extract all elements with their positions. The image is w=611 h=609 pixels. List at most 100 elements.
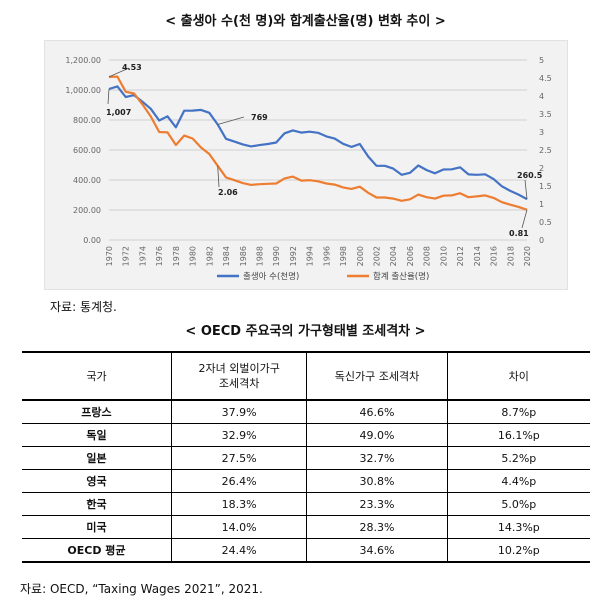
header-difference: 차이: [446, 351, 590, 401]
cell-difference: 10.2%p: [446, 538, 590, 563]
data-label: 769: [251, 113, 268, 122]
y-right-tick-label: 5: [539, 56, 544, 65]
data-label: 2.06: [218, 188, 238, 197]
x-tick-label: 1974: [138, 246, 147, 266]
header-single-household: 독신가구 조세격차: [306, 351, 448, 401]
y-right-tick-label: 4.5: [539, 74, 552, 83]
x-tick-label: 2008: [423, 246, 432, 266]
x-tick-label: 1986: [239, 246, 248, 266]
y-left-tick-label: 400.00: [73, 176, 101, 185]
x-tick-label: 2006: [406, 246, 415, 266]
x-tick-label: 1990: [272, 246, 281, 266]
table-row: OECD 평균 24.4% 34.6% 10.2%p: [22, 538, 590, 563]
callout-leader-line: [108, 67, 130, 78]
fertility-series-line: [108, 75, 528, 211]
header-two-child-single-earner: 2자녀 외벌이가구 조세격차: [170, 351, 307, 401]
cell-two-child: 18.3%: [170, 492, 307, 516]
data-label: 4.53: [122, 63, 142, 72]
cell-single: 28.3%: [306, 515, 448, 539]
cell-difference: 14.3%p: [446, 515, 590, 539]
callout-leader-line: [217, 116, 245, 125]
births-series-line: [108, 85, 528, 201]
y-left-tick-label: 200.00: [73, 206, 101, 215]
data-label: 0.81: [509, 229, 529, 238]
table-row: 일본 27.5% 32.7% 5.2%p: [22, 446, 590, 470]
x-tick-label: 2012: [456, 246, 465, 266]
chart-background: [44, 40, 568, 290]
y-right-tick-label: 3.5: [539, 110, 552, 119]
callout-leader-line: [521, 209, 528, 229]
y-right-tick-label: 4: [539, 92, 544, 101]
cell-two-child: 32.9%: [170, 423, 307, 447]
cell-two-child: 27.5%: [170, 446, 307, 470]
y-right-tick-label: 2: [539, 164, 544, 173]
x-tick-label: 2004: [389, 246, 398, 266]
cell-single: 49.0%: [306, 423, 448, 447]
x-tick-label: 2018: [506, 246, 515, 266]
table-row: 프랑스 37.9% 46.6% 8.7%p: [22, 400, 590, 424]
y-right-tick-label: 3: [539, 128, 544, 137]
y-right-tick-label: 2.5: [539, 146, 552, 155]
cell-single: 30.8%: [306, 469, 448, 493]
chart-title: < 출생아 수(천 명)와 합계출산율(명) 변화 추이 >: [165, 14, 446, 29]
cell-difference: 5.2%p: [446, 446, 590, 470]
x-tick-label: 1982: [205, 246, 214, 266]
y-left-tick-label: 800.00: [73, 116, 101, 125]
callout-leader-line: [524, 179, 528, 200]
y-right-tick-label: 1: [539, 200, 544, 209]
x-tick-label: 2020: [523, 246, 532, 266]
x-tick-label: 1992: [289, 246, 298, 266]
callout-leader-line: [217, 165, 220, 188]
x-tick-label: 1980: [189, 246, 198, 266]
cell-difference: 8.7%p: [446, 400, 590, 424]
cell-single: 23.3%: [306, 492, 448, 516]
y-left-tick-label: 0.00: [83, 236, 101, 245]
y-left-tick-label: 1,000.00: [65, 86, 101, 95]
cell-country: 미국: [22, 515, 172, 539]
cell-country: OECD 평균: [22, 538, 172, 563]
x-tick-label: 1976: [155, 246, 164, 266]
x-tick-label: 1970: [105, 246, 114, 266]
cell-difference: 5.0%p: [446, 492, 590, 516]
x-tick-label: 1998: [339, 246, 348, 266]
header-country: 국가: [22, 351, 172, 401]
x-tick-label: 1988: [255, 246, 264, 266]
x-tick-label: 2000: [356, 246, 365, 266]
callout-leader-line: [107, 88, 110, 105]
cell-country: 일본: [22, 446, 172, 470]
y-left-tick-label: 1,200.00: [65, 56, 101, 65]
cell-country: 영국: [22, 469, 172, 493]
table-title: < OECD 주요국의 가구형태별 조세격차 >: [185, 324, 426, 339]
birth-fertility-chart: 0.00 200.00 400.00 600.00 800.00 1,000.00 1,20…: [65, 56, 552, 282]
cell-country: 프랑스: [22, 400, 172, 424]
table-row: 독일 32.9% 49.0% 16.1%p: [22, 423, 590, 447]
cell-two-child: 26.4%: [170, 469, 307, 493]
legend-label-births: 출생아 수(천명): [243, 271, 299, 282]
tax-gap-table: 국가 2자녀 외벌이가구 조세격차 독신가구 조세격차 차이 프랑스 37.9%…: [22, 351, 590, 563]
y-right-tick-label: 0: [539, 236, 544, 245]
table-row: 한국 18.3% 23.3% 5.0%p: [22, 492, 590, 516]
table-row: 영국 26.4% 30.8% 4.4%p: [22, 469, 590, 493]
cell-single: 34.6%: [306, 538, 448, 563]
x-tick-label: 1984: [222, 246, 231, 266]
x-tick-label: 1994: [306, 246, 315, 266]
cell-single: 46.6%: [306, 400, 448, 424]
x-tick-label: 2016: [490, 246, 499, 266]
chart-source: 자료: 통계청.: [50, 300, 117, 314]
y-left-tick-label: 600.00: [73, 146, 101, 155]
x-tick-label: 2014: [473, 246, 482, 266]
cell-country: 독일: [22, 423, 172, 447]
cell-two-child: 37.9%: [170, 400, 307, 424]
y-right-tick-label: 0.5: [539, 218, 552, 227]
x-tick-label: 1978: [172, 246, 181, 266]
data-label: 1,007: [106, 108, 131, 117]
y-right-tick-label: 1.5: [539, 182, 552, 191]
cell-single: 32.7%: [306, 446, 448, 470]
cell-difference: 4.4%p: [446, 469, 590, 493]
cell-two-child: 14.0%: [170, 515, 307, 539]
x-tick-label: 1996: [322, 246, 331, 266]
table-row: 미국 14.0% 28.3% 14.3%p: [22, 515, 590, 539]
cell-difference: 16.1%p: [446, 423, 590, 447]
cell-two-child: 24.4%: [170, 538, 307, 563]
data-label: 260.5: [517, 171, 543, 180]
